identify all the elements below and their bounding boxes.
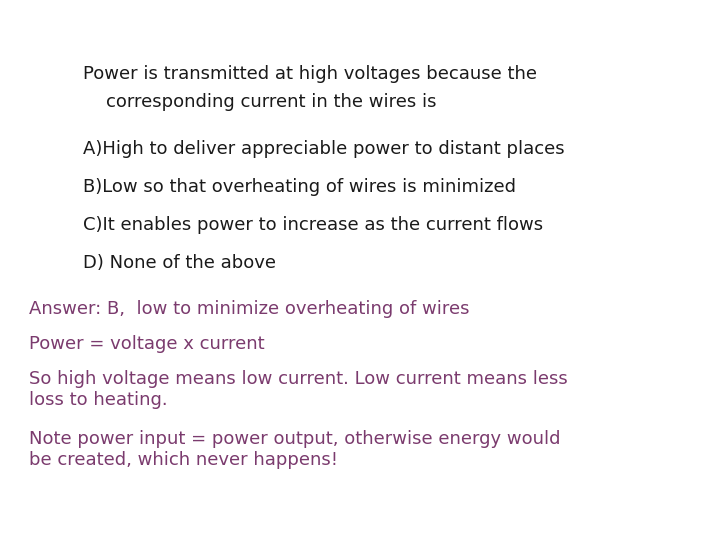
Text: Power = voltage x current: Power = voltage x current — [29, 335, 264, 353]
Text: B)Low so that overheating of wires is minimized: B)Low so that overheating of wires is mi… — [83, 178, 516, 196]
Text: A)High to deliver appreciable power to distant places: A)High to deliver appreciable power to d… — [83, 140, 564, 158]
Text: Answer: B,  low to minimize overheating of wires: Answer: B, low to minimize overheating o… — [29, 300, 469, 318]
Text: corresponding current in the wires is: corresponding current in the wires is — [83, 93, 436, 111]
Text: So high voltage means low current. Low current means less
loss to heating.: So high voltage means low current. Low c… — [29, 370, 567, 409]
Text: Note power input = power output, otherwise energy would
be created, which never : Note power input = power output, otherwi… — [29, 430, 560, 469]
Text: C)It enables power to increase as the current flows: C)It enables power to increase as the cu… — [83, 216, 543, 234]
Text: D) None of the above: D) None of the above — [83, 254, 276, 272]
Text: Power is transmitted at high voltages because the: Power is transmitted at high voltages be… — [83, 65, 537, 83]
